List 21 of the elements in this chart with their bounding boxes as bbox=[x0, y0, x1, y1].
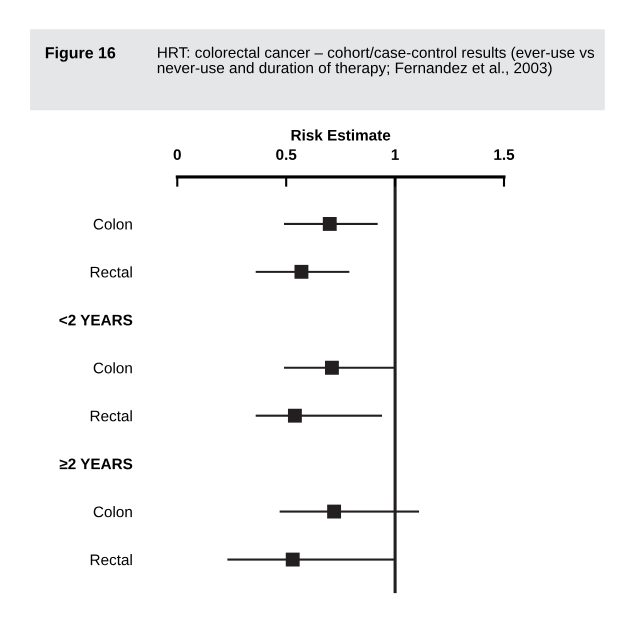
point bbox=[324, 360, 339, 375]
y-tick-label: Rectal bbox=[90, 554, 132, 566]
y-tick-label: Rectal bbox=[90, 410, 132, 422]
x-tick-label: 1.5 bbox=[494, 149, 514, 160]
y-tick-label: Colon bbox=[94, 218, 132, 230]
point bbox=[286, 552, 300, 566]
y-tick-label: Rectal bbox=[90, 266, 132, 278]
point bbox=[322, 216, 337, 231]
x-tick-label: 0.5 bbox=[276, 149, 296, 160]
y-tick-label: <2 YEARS bbox=[59, 314, 132, 326]
x-tick-label: 1 bbox=[392, 149, 399, 160]
point bbox=[294, 264, 308, 279]
y-tick-label: Colon bbox=[94, 362, 132, 374]
chart-title: Figure 16 bbox=[46, 46, 116, 62]
x-axis-title: Risk Estimate bbox=[292, 129, 390, 141]
x-tick-label: 0 bbox=[174, 149, 181, 160]
chart-subtitle: HRT: colorectal cancer – cohort/case-control results (ever-use vs never-use and duration of therapy; Fernandez et al., 2003) bbox=[158, 46, 594, 76]
y-tick-label: Colon bbox=[94, 506, 132, 518]
y-tick-label: ≥2 YEARS bbox=[60, 458, 132, 470]
point bbox=[288, 408, 302, 423]
point bbox=[327, 504, 342, 519]
